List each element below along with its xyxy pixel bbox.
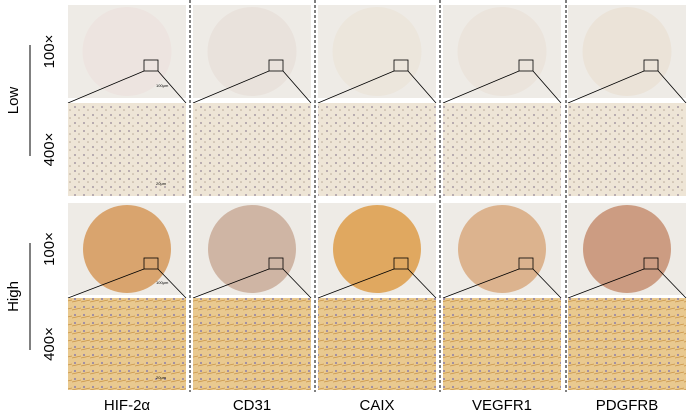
zoom-line [657, 70, 687, 104]
zoom-line [157, 70, 187, 104]
scale-bar-label: 20μm [156, 375, 167, 380]
tissue-core [458, 205, 546, 293]
zoom-line [282, 70, 312, 104]
tissue-core [582, 7, 672, 96]
tissue-core [457, 7, 547, 96]
column-label: VEGFR1 [472, 397, 532, 414]
tissue-core [332, 7, 422, 96]
high-mag-image [568, 298, 686, 390]
zoom-line [567, 268, 645, 299]
group-label: High [5, 281, 22, 312]
high-mag-image [568, 103, 686, 196]
zoom-line [192, 268, 270, 299]
magnification-label: 100× [41, 232, 58, 266]
zoom-box [393, 257, 409, 270]
tissue-core [333, 205, 421, 293]
group-label: Low [5, 87, 22, 115]
high-mag-image [443, 298, 561, 390]
tissue-core [207, 7, 297, 96]
zoom-box [518, 257, 534, 270]
zoom-box [268, 59, 284, 72]
scale-bar-label: 100μm [156, 83, 169, 88]
column-label: PDGFRB [596, 397, 659, 414]
high-mag-image [193, 298, 311, 390]
zoom-line [442, 268, 520, 299]
tissue-core [208, 205, 296, 293]
high-mag-image [68, 103, 186, 196]
tissue-core [82, 7, 172, 96]
column-label: CAIX [359, 397, 394, 414]
high-mag-image [318, 103, 436, 196]
zoom-line [317, 70, 395, 104]
magnification-label: 100× [41, 35, 58, 69]
zoom-line [532, 70, 562, 104]
tissue-core [583, 205, 671, 293]
zoom-line [657, 268, 687, 299]
zoom-box [643, 257, 659, 270]
zoom-line [317, 268, 395, 299]
high-mag-image [193, 103, 311, 196]
zoom-line [67, 268, 145, 299]
zoom-box [268, 257, 284, 270]
zoom-line [442, 70, 520, 104]
zoom-line [282, 268, 312, 299]
column-label: CD31 [233, 397, 271, 414]
zoom-line [157, 268, 187, 299]
high-mag-image [318, 298, 436, 390]
zoom-line [532, 268, 562, 299]
zoom-line [407, 268, 437, 299]
magnification-label: 400× [41, 133, 58, 167]
magnification-label: 400× [41, 327, 58, 361]
zoom-line [192, 70, 270, 104]
column-label: HIF-2α [104, 397, 151, 414]
scale-bar-label: 20μm [156, 181, 167, 186]
scale-bar-label: 100μm [156, 280, 169, 285]
zoom-box [393, 59, 409, 72]
high-mag-image [68, 298, 186, 390]
zoom-box [518, 59, 534, 72]
zoom-box [143, 257, 159, 270]
zoom-box [143, 59, 159, 72]
zoom-line [67, 70, 145, 104]
zoom-line [567, 70, 645, 104]
zoom-line [407, 70, 437, 104]
zoom-box [643, 59, 659, 72]
tissue-core [83, 205, 171, 293]
high-mag-image [443, 103, 561, 196]
